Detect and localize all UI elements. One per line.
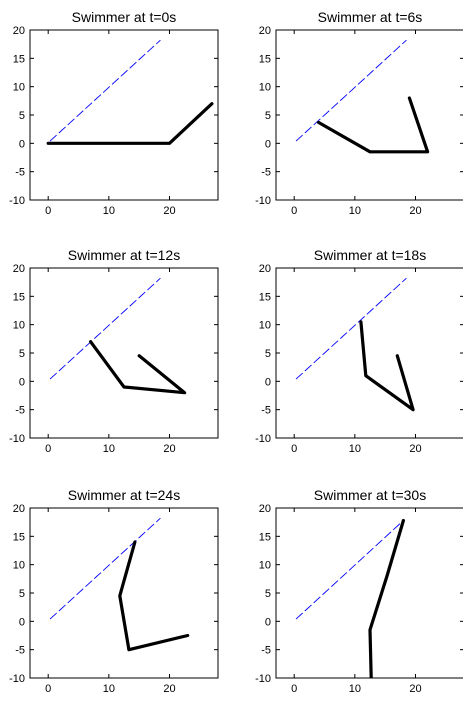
y-tick-label: 15 [259, 53, 271, 65]
swimmer-body [316, 96, 430, 154]
x-tick-label: 0 [291, 683, 297, 695]
y-tick-label: 5 [265, 348, 271, 360]
y-tick-label: -10 [9, 673, 25, 685]
y-tick-label: 15 [259, 531, 271, 543]
y-tick-label: 20 [259, 25, 271, 37]
x-tick-label: 10 [349, 443, 361, 455]
x-tick-label: 20 [163, 443, 175, 455]
x-tick-label: 10 [103, 205, 115, 217]
subplot-title: Swimmer at t=30s [314, 487, 426, 503]
subplot-0: Swimmer at t=0s -10 -5 0 5 10 15 20 0 10 20 [9, 9, 219, 217]
y-tick-label: -10 [255, 433, 271, 445]
y-tick-label: 5 [19, 110, 25, 122]
x-tick-label: 20 [409, 205, 421, 217]
subplot-1: Swimmer at t=6s -10 -5 0 5 10 15 20 0 10 20 [255, 9, 463, 217]
subplot-4: Swimmer at t=24s -10 -5 0 5 10 15 20 0 10 20 [9, 487, 219, 695]
y-tick-label: -5 [261, 167, 271, 179]
y-tick-label: 10 [259, 320, 271, 332]
trajectory-line [295, 520, 404, 620]
y-tick-label: -10 [9, 195, 25, 207]
swimmer-body [88, 340, 187, 395]
trajectory-line [295, 277, 407, 380]
subplot-title: Swimmer at t=0s [72, 9, 177, 25]
axes-box [29, 267, 219, 439]
y-tick-label: -5 [15, 645, 25, 657]
y-tick-label: 5 [19, 588, 25, 600]
y-tick-label: 10 [259, 560, 271, 572]
subplot-title: Swimmer at t=6s [318, 9, 423, 25]
x-tick-label: 10 [103, 683, 115, 695]
axes-box [275, 267, 463, 439]
y-tick-label: 5 [19, 348, 25, 360]
trajectory-line [49, 39, 161, 142]
y-tick-label: 0 [19, 616, 25, 628]
y-tick-label: 15 [13, 53, 25, 65]
y-tick-label: -5 [15, 405, 25, 417]
y-tick-label: -5 [15, 167, 25, 179]
x-tick-label: 0 [45, 443, 51, 455]
subplot-5: Swimmer at t=30s -10 -5 0 5 10 15 20 0 10 20 [255, 487, 463, 695]
subplot-3: Swimmer at t=18s -10 -5 0 5 10 15 20 0 10 20 [255, 247, 463, 455]
x-tick-label: 10 [349, 205, 361, 217]
y-tick-label: 10 [13, 320, 25, 332]
y-tick-label: 20 [259, 503, 271, 515]
y-tick-label: 10 [13, 560, 25, 572]
swimmer-body [46, 102, 214, 145]
y-tick-label: 15 [259, 291, 271, 303]
y-tick-label: 20 [13, 25, 25, 37]
trajectory-line [49, 277, 161, 380]
x-tick-label: 0 [45, 683, 51, 695]
y-tick-label: 0 [265, 138, 271, 150]
y-tick-label: 5 [265, 110, 271, 122]
x-tick-label: 20 [163, 205, 175, 217]
swimmer-body [368, 518, 405, 678]
x-tick-label: 20 [409, 443, 421, 455]
x-tick-label: 20 [163, 683, 175, 695]
y-tick-label: 0 [265, 616, 271, 628]
y-tick-label: 20 [13, 503, 25, 515]
y-tick-label: -5 [261, 645, 271, 657]
y-tick-label: 15 [13, 291, 25, 303]
y-tick-label: 0 [265, 376, 271, 388]
x-tick-label: 0 [291, 205, 297, 217]
x-tick-label: 0 [291, 443, 297, 455]
swimmer-body [359, 320, 415, 412]
subplot-title: Swimmer at t=12s [68, 247, 180, 263]
axes-box [29, 29, 219, 201]
axes-box [29, 507, 219, 679]
y-tick-label: -10 [255, 195, 271, 207]
subplot-2: Swimmer at t=12s -10 -5 0 5 10 15 20 0 10 20 [9, 247, 219, 455]
subplot-title: Swimmer at t=18s [314, 247, 426, 263]
trajectory-line [295, 39, 407, 142]
y-tick-label: 5 [265, 588, 271, 600]
x-tick-label: 10 [349, 683, 361, 695]
y-tick-label: 10 [259, 82, 271, 94]
y-tick-label: -10 [9, 433, 25, 445]
x-tick-label: 20 [409, 683, 421, 695]
x-tick-label: 10 [103, 443, 115, 455]
y-tick-label: 10 [13, 82, 25, 94]
y-tick-label: 20 [13, 263, 25, 275]
trajectory-line [49, 517, 161, 620]
y-tick-label: 0 [19, 138, 25, 150]
subplot-title: Swimmer at t=24s [68, 487, 180, 503]
x-tick-label: 0 [45, 205, 51, 217]
swimmer-body [118, 540, 190, 652]
y-tick-label: 15 [13, 531, 25, 543]
y-tick-label: -5 [261, 405, 271, 417]
y-tick-label: 0 [19, 376, 25, 388]
axes-box [275, 29, 463, 201]
y-tick-label: 20 [259, 263, 271, 275]
y-tick-label: -10 [255, 673, 271, 685]
